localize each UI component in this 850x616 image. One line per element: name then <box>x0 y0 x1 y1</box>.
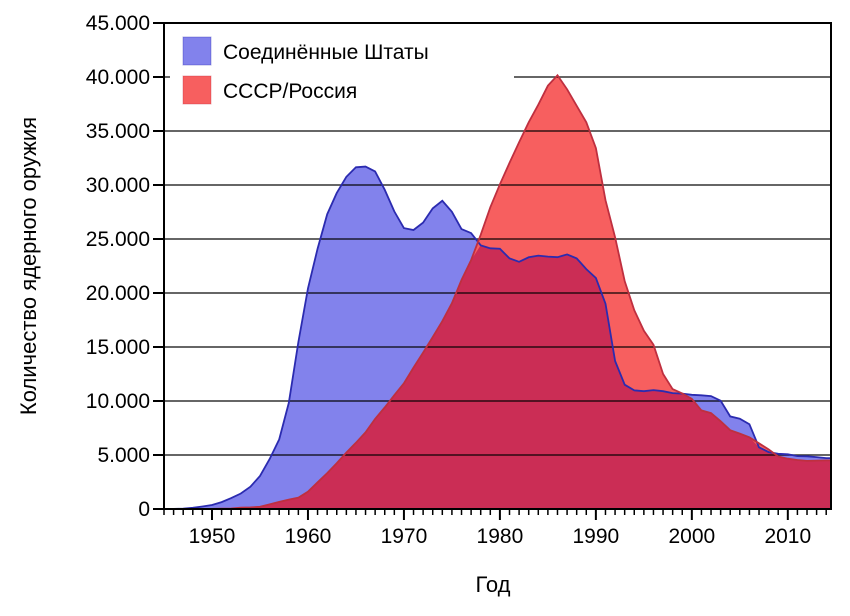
y-tick-label: 25.000 <box>86 228 150 251</box>
x-tick-label: 1980 <box>477 525 524 548</box>
legend-swatch-ussr-russia <box>182 75 212 105</box>
y-tick-label: 10.000 <box>86 390 150 413</box>
y-tick-label: 30.000 <box>86 174 150 197</box>
x-tick-label: 1950 <box>189 525 236 548</box>
ussr-russia-line <box>164 73 831 510</box>
x-axis-title: Год <box>475 572 510 597</box>
x-tick-label: 2010 <box>764 525 811 548</box>
y-tick-label: 40.000 <box>86 66 150 89</box>
y-tick-label: 35.000 <box>86 120 150 143</box>
legend-label-ussr-russia: СССР/Россия <box>223 80 357 103</box>
y-tick-label: 20.000 <box>86 282 150 305</box>
x-tick-label: 1990 <box>573 525 620 548</box>
plot-frame <box>163 22 832 510</box>
legend-label-united-states: Соединённые Штаты <box>223 41 429 64</box>
x-tick-label: 1970 <box>381 525 428 548</box>
y-tick-label: 0 <box>138 498 150 521</box>
x-tick-label: 1960 <box>285 525 332 548</box>
y-tick-label: 5.000 <box>97 444 150 467</box>
legend: Соединённые Штаты СССР/Россия <box>170 28 514 114</box>
y-tick-label: 45.000 <box>86 12 150 35</box>
y-axis-title: Количество ядерного оружия <box>16 117 41 415</box>
plot-area: 0 5.000 10.000 15.000 20.000 25.000 30.000 35.0… <box>86 12 832 548</box>
united-states-line <box>164 165 831 510</box>
overlap-area <box>164 245 831 510</box>
x-tick-label: 2000 <box>668 525 715 548</box>
y-tick-label: 15.000 <box>86 336 150 359</box>
legend-swatch-united-states <box>182 36 212 66</box>
legend-background <box>170 28 514 114</box>
